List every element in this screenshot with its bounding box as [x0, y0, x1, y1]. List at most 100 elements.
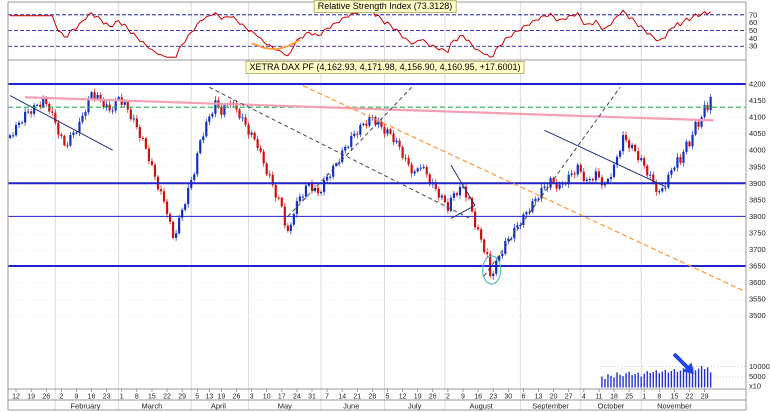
svg-text:60: 60	[749, 18, 757, 27]
svg-text:5: 5	[386, 394, 390, 401]
svg-text:September: September	[532, 402, 569, 411]
svg-text:May: May	[278, 402, 292, 411]
svg-text:4200: 4200	[749, 80, 766, 89]
svg-text:2: 2	[446, 394, 450, 401]
svg-text:1: 1	[642, 394, 646, 401]
trendline-orange-dashed[interactable]	[302, 85, 745, 292]
svg-text:June: June	[343, 402, 359, 411]
svg-text:August: August	[469, 402, 493, 411]
svg-text:8: 8	[135, 394, 139, 401]
svg-text:3600: 3600	[749, 278, 766, 287]
august-low-circle[interactable]	[482, 255, 502, 285]
candlestick-series	[8, 88, 712, 280]
rsi-level-dashed-lines	[8, 14, 746, 47]
svg-text:17: 17	[278, 394, 286, 401]
pennant-upper-line[interactable]	[450, 164, 476, 206]
svg-text:2: 2	[59, 394, 63, 401]
svg-text:4100: 4100	[749, 113, 766, 122]
svg-text:70: 70	[749, 10, 757, 19]
svg-text:9: 9	[461, 394, 465, 401]
svg-text:3750: 3750	[749, 228, 766, 237]
svg-text:12: 12	[12, 394, 20, 401]
svg-text:29: 29	[701, 394, 709, 401]
time-axis-ticks	[15, 389, 705, 392]
month-labels: February March April May June July August Septe…	[70, 402, 692, 411]
svg-text:13: 13	[205, 394, 213, 401]
svg-text:14: 14	[338, 394, 346, 401]
svg-text:October: October	[598, 402, 625, 411]
svg-text:22: 22	[686, 394, 694, 401]
svg-text:26: 26	[429, 394, 437, 401]
svg-text:22: 22	[163, 394, 171, 401]
svg-text:4050: 4050	[749, 129, 766, 138]
svg-text:12: 12	[399, 394, 407, 401]
svg-text:21: 21	[353, 394, 361, 401]
svg-text:4000: 4000	[749, 146, 766, 155]
rsi-line	[10, 9, 711, 58]
svg-text:4150: 4150	[749, 96, 766, 105]
svg-text:8: 8	[657, 394, 661, 401]
svg-text:5000: 5000	[749, 372, 766, 381]
svg-text:23: 23	[489, 394, 497, 401]
svg-text:20: 20	[550, 394, 558, 401]
svg-text:27: 27	[565, 394, 573, 401]
svg-text:3850: 3850	[749, 195, 766, 204]
svg-text:6: 6	[521, 394, 525, 401]
pennant-lower-line[interactable]	[450, 205, 476, 219]
svg-text:19: 19	[27, 394, 35, 401]
svg-text:30: 30	[749, 42, 757, 51]
svg-text:5: 5	[195, 394, 199, 401]
svg-text:19: 19	[414, 394, 422, 401]
svg-text:10: 10	[263, 394, 271, 401]
svg-text:March: March	[142, 402, 163, 411]
svg-text:x10: x10	[749, 382, 761, 391]
price-axis-labels: 4200 4150 4100 4050 4000 3950 3900 3850 3800 3750…	[749, 80, 766, 321]
trendline-up-dashed-1[interactable]	[287, 86, 413, 217]
trendline-jan-feb[interactable]	[9, 95, 113, 151]
svg-text:3550: 3550	[749, 295, 766, 304]
signal-arrow-icon[interactable]	[672, 352, 694, 374]
svg-text:3650: 3650	[749, 262, 766, 271]
svg-text:7: 7	[325, 394, 329, 401]
svg-text:1: 1	[120, 394, 124, 401]
svg-text:24: 24	[293, 394, 301, 401]
trendline-up-dashed-2[interactable]	[483, 87, 621, 277]
svg-text:3700: 3700	[749, 245, 766, 254]
volume-bars	[600, 366, 746, 388]
svg-text:10000: 10000	[749, 362, 770, 371]
svg-text:11: 11	[595, 394, 602, 401]
svg-text:25: 25	[625, 394, 633, 401]
trendline-sep-oct[interactable]	[544, 129, 666, 188]
svg-text:28: 28	[369, 394, 377, 401]
svg-text:3950: 3950	[749, 162, 766, 171]
svg-text:July: July	[408, 402, 422, 411]
svg-text:15: 15	[148, 394, 156, 401]
svg-text:30: 30	[504, 394, 512, 401]
svg-text:3: 3	[250, 394, 254, 401]
svg-text:9: 9	[74, 394, 78, 401]
svg-text:3800: 3800	[749, 212, 766, 221]
svg-text:26: 26	[42, 394, 50, 401]
svg-text:40: 40	[749, 34, 757, 43]
time-axis-labels: 12 19 26 2 9 16 23 1 8 15 22 29 5 13 19 26 3 10 17 24 31 7 14 2…	[12, 394, 708, 401]
svg-text:3500: 3500	[749, 311, 766, 320]
svg-text:4: 4	[582, 394, 586, 401]
svg-text:13: 13	[535, 394, 543, 401]
svg-text:16: 16	[88, 394, 96, 401]
svg-text:February: February	[70, 402, 100, 411]
svg-text:18: 18	[610, 394, 618, 401]
svg-text:April: April	[211, 402, 226, 411]
svg-text:November: November	[657, 402, 692, 411]
rsi-indicator-title[interactable]: Relative Strength Index (73.3128)	[313, 0, 457, 13]
svg-text:19: 19	[218, 394, 226, 401]
svg-text:50: 50	[749, 26, 757, 35]
svg-text:15: 15	[671, 394, 679, 401]
svg-text:31: 31	[308, 394, 316, 401]
rsi-orange-arc[interactable]	[251, 39, 301, 51]
svg-text:16: 16	[474, 394, 482, 401]
price-chart-title[interactable]: XETRA DAX PF (4,162.93, 4,171.98, 4,156.…	[245, 61, 525, 74]
